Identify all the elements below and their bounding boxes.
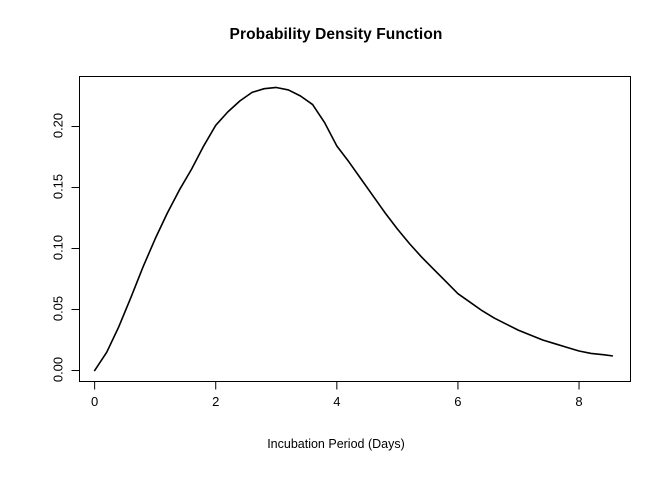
x-tick-label: 2 xyxy=(212,393,220,409)
x-tick-label: 4 xyxy=(333,393,341,409)
y-tick-label: 0.00 xyxy=(50,356,65,382)
density-curve-line xyxy=(93,86,614,372)
x-tick-label: 8 xyxy=(575,393,583,409)
y-tick-label: 0.05 xyxy=(50,295,65,321)
x-tick-label: 6 xyxy=(454,393,462,409)
y-tick-label: 0.20 xyxy=(50,112,65,138)
y-axis-ticks xyxy=(71,126,80,372)
plot-box-frame xyxy=(79,76,631,382)
y-tick-label: 0.15 xyxy=(50,173,65,199)
x-axis-label: Incubation Period (Days) xyxy=(267,437,405,451)
y-tick-label: 0.10 xyxy=(50,234,65,260)
x-tick-label: 0 xyxy=(91,393,99,409)
x-axis-ticks xyxy=(94,381,580,390)
chart-title: Probability Density Function xyxy=(229,26,443,43)
